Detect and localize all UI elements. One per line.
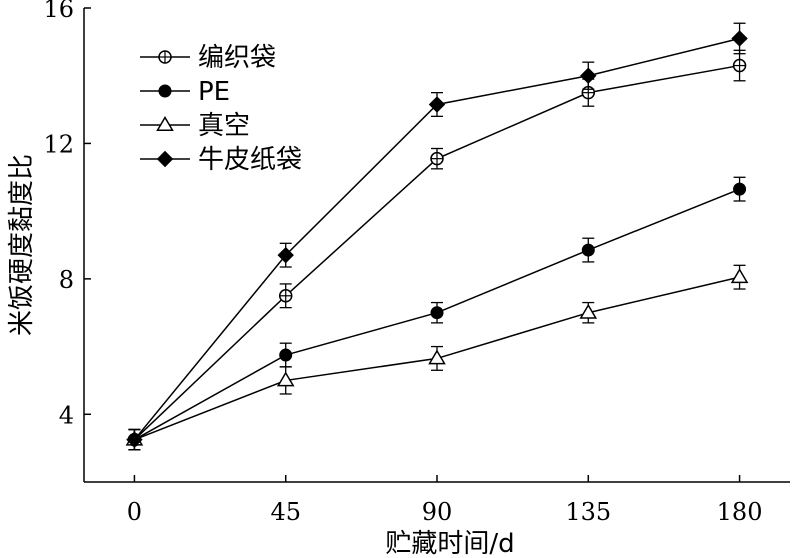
y-tick-label: 12	[43, 130, 74, 158]
series-2	[127, 176, 747, 451]
data-point	[430, 306, 444, 320]
legend-item: PE	[140, 77, 230, 107]
data-point	[277, 246, 294, 264]
y-axis-title: 米饭硬度黏度比	[7, 154, 37, 336]
series-4	[126, 22, 748, 451]
series-layer	[125, 22, 749, 451]
x-tick-label: 0	[127, 498, 142, 526]
legend-marker	[158, 50, 172, 64]
x-tick-label: 135	[565, 498, 611, 526]
legend-label: PE	[198, 77, 230, 107]
x-tick-label: 45	[270, 498, 301, 526]
y-tick-label: 8	[59, 266, 74, 294]
data-point	[428, 349, 446, 365]
x-axis-title: 贮藏时间/d	[385, 529, 514, 558]
data-point	[126, 431, 143, 448]
legend-label: 真空	[198, 111, 250, 141]
x-tick-label: 90	[422, 498, 453, 526]
y-tick-label: 16	[43, 0, 74, 23]
data-point	[731, 30, 748, 47]
data-point	[428, 96, 446, 113]
data-point	[276, 371, 295, 387]
data-point	[279, 348, 293, 362]
data-point	[733, 182, 747, 196]
data-point	[430, 151, 444, 166]
data-point	[730, 268, 749, 284]
data-point	[579, 303, 598, 319]
data-point	[581, 243, 595, 257]
legend-label: 编织袋	[198, 43, 276, 73]
axes	[83, 8, 790, 483]
data-point	[278, 289, 293, 303]
legend-marker	[156, 150, 174, 168]
x-tick-label: 180	[717, 498, 763, 526]
legend-item: 牛皮纸袋	[140, 145, 302, 175]
legend-label: 牛皮纸袋	[198, 145, 302, 175]
legend-marker	[156, 116, 174, 131]
legend-item: 真空	[140, 111, 250, 141]
data-point	[580, 67, 597, 84]
y-tick-label: 4	[59, 401, 74, 429]
legend-marker	[158, 84, 172, 98]
data-point	[732, 58, 747, 73]
tick-group: 0 45 90 135 180 4 8 12 16	[43, 0, 762, 526]
legend-item: 编织袋	[140, 43, 276, 73]
